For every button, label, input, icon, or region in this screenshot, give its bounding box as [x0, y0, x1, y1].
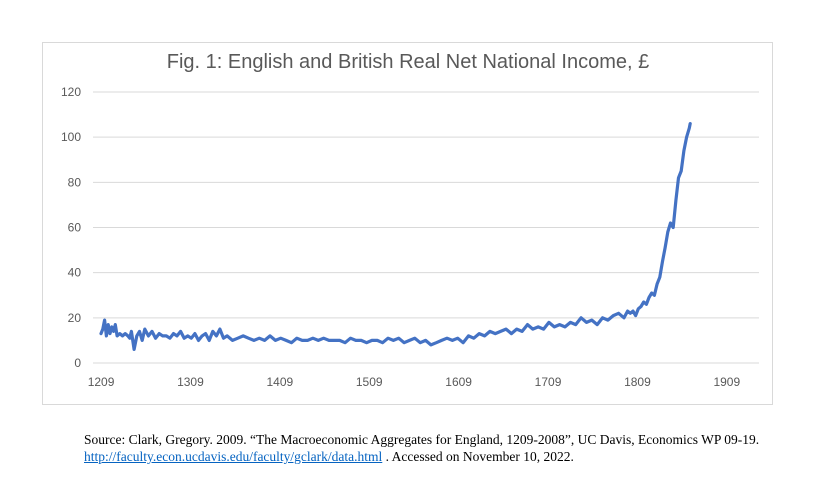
series-layer: [99, 121, 692, 351]
x-tick-label: 1209: [88, 375, 115, 389]
y-tick-label: 60: [68, 221, 82, 235]
series-line: [99, 121, 692, 351]
chart-title: Fig. 1: English and British Real Net Nat…: [167, 51, 649, 73]
x-tick-label: 1809: [624, 375, 651, 389]
chart-svg: Fig. 1: English and British Real Net Nat…: [61, 51, 759, 389]
x-tick-label: 1709: [535, 375, 562, 389]
source-accessed: . Accessed on November 10, 2022.: [382, 449, 574, 464]
x-tick-label: 1909: [713, 375, 740, 389]
chart-frame: Fig. 1: English and British Real Net Nat…: [42, 42, 773, 405]
y-tick-label: 120: [61, 85, 81, 99]
source-citation: Source: Clark, Gregory. 2009. “The Macro…: [84, 432, 760, 447]
source-link[interactable]: http://faculty.econ.ucdavis.edu/faculty/…: [84, 449, 383, 464]
y-tick-label: 40: [68, 266, 82, 280]
grid-layer: [93, 91, 759, 364]
x-axis-tick-labels: 1209 1309 1409 1509 1609 1709 1809 1909: [88, 375, 741, 389]
x-tick-label: 1409: [266, 375, 293, 389]
x-tick-label: 1309: [177, 375, 204, 389]
y-axis-tick-labels: 0 20 40 60 80 100 120: [61, 85, 81, 370]
x-tick-label: 1609: [445, 375, 472, 389]
x-tick-label: 1509: [356, 375, 383, 389]
y-tick-label: 0: [74, 356, 81, 370]
y-tick-label: 100: [61, 130, 81, 144]
y-tick-label: 80: [68, 175, 82, 189]
source-note: Source: Clark, Gregory. 2009. “The Macro…: [84, 431, 804, 465]
y-tick-label: 20: [68, 311, 82, 325]
